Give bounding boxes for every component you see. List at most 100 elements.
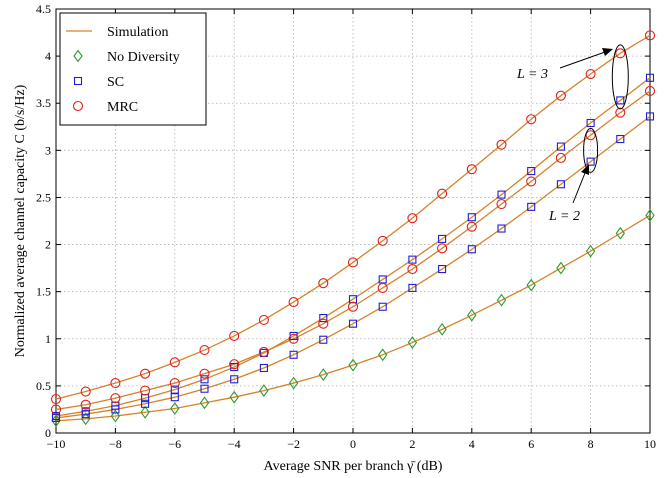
- legend-label: SC: [107, 75, 124, 90]
- circle-marker: [377, 235, 388, 246]
- x-tick-label: 4: [469, 437, 475, 451]
- square-marker: [586, 118, 595, 128]
- square-marker: [200, 375, 209, 384]
- series-3-markers: [50, 85, 656, 415]
- square-marker: [319, 335, 328, 344]
- circle-marker: [50, 394, 62, 405]
- square-marker: [645, 112, 655, 121]
- square-marker: [81, 407, 90, 416]
- y-tick-label: 4: [45, 49, 51, 63]
- circle-marker: [377, 282, 388, 293]
- square-marker: [527, 167, 536, 176]
- arrow-l2: [572, 172, 586, 204]
- circle-marker: [80, 386, 91, 397]
- circle-marker: [288, 296, 299, 308]
- diamond-marker: [585, 244, 596, 258]
- diamond-marker: [318, 368, 328, 382]
- annotation-l2: L = 2: [548, 209, 580, 224]
- circle-marker: [229, 330, 240, 342]
- square-marker: [616, 96, 625, 105]
- circle-marker: [347, 301, 359, 312]
- simulation-line: [55, 214, 651, 422]
- y-tick-label: 2.5: [36, 190, 51, 204]
- diamond-marker: [110, 409, 121, 423]
- square-marker: [259, 363, 268, 373]
- square-marker: [645, 73, 655, 82]
- square-marker: [556, 142, 565, 151]
- simulation-line: [55, 77, 651, 417]
- circle-marker: [288, 333, 299, 344]
- circle-marker: [526, 114, 537, 125]
- y-tick-label: 2: [45, 238, 51, 252]
- circle-marker: [555, 152, 566, 163]
- legend-diamond-symbol: [73, 49, 83, 63]
- circle-marker: [199, 368, 210, 379]
- diamond-marker: [615, 226, 625, 240]
- square-marker: [230, 375, 239, 384]
- simulation-lines: [55, 34, 651, 422]
- legend-items: Simulation No Diversity SC MRC: [66, 25, 180, 115]
- legend: Simulation No Diversity SC MRC: [59, 12, 207, 126]
- x-tick-label: 0: [350, 437, 356, 451]
- square-marker: [408, 283, 417, 292]
- legend-label: Simulation: [107, 25, 168, 40]
- y-tick-label: 1.5: [36, 285, 51, 299]
- circle-marker: [169, 378, 180, 389]
- circle-marker: [318, 318, 329, 329]
- square-marker: [408, 255, 417, 264]
- legend-circle-symbol: [72, 100, 84, 112]
- y-tick-label: 0.5: [36, 379, 51, 393]
- axis-ticks: −10 −8 −6 −4 −2 0 2 4 6 8 10 0 0.5 1 1.5 2 2.5 3 3.5 4 4.5: [36, 2, 656, 451]
- circle-marker: [140, 368, 151, 379]
- diamond-marker: [229, 390, 239, 404]
- circle-marker: [585, 130, 596, 141]
- x-tick-label: 2: [409, 437, 415, 451]
- x-axis-label: Average SNR per branch γ̄ (dB): [264, 459, 443, 474]
- square-marker: [586, 157, 595, 166]
- annotation-l3: L = 3: [516, 67, 548, 82]
- square-marker: [170, 385, 179, 394]
- circle-marker: [110, 393, 121, 404]
- simulation-line: [55, 115, 651, 419]
- diamond-marker: [259, 384, 269, 398]
- circle-marker: [585, 68, 596, 80]
- y-tick-label: 3.5: [36, 96, 51, 110]
- x-tick-label: −6: [168, 437, 181, 451]
- circle-marker: [50, 404, 62, 415]
- y-tick-label: 0: [45, 426, 51, 440]
- square-marker: [378, 302, 387, 311]
- y-axis-label: Normalized average channel capacity C (b…: [13, 84, 28, 357]
- circle-marker: [437, 243, 448, 254]
- circle-marker: [258, 346, 269, 358]
- circle-marker: [496, 139, 507, 150]
- simulation-line: [55, 90, 651, 411]
- legend-box: [59, 12, 207, 126]
- diamond-marker: [288, 376, 299, 390]
- x-tick-label: 6: [528, 437, 534, 451]
- square-marker: [497, 190, 506, 199]
- y-tick-label: 3: [45, 143, 51, 157]
- circle-marker: [347, 257, 359, 268]
- diamond-marker: [556, 261, 566, 275]
- arrowhead-l3: [602, 48, 613, 56]
- circle-marker: [526, 176, 537, 187]
- y-tick-label: 1: [45, 332, 51, 346]
- diamond-marker: [170, 402, 180, 415]
- circle-marker: [644, 85, 656, 97]
- legend-label: No Diversity: [107, 50, 180, 65]
- circle-marker: [318, 278, 329, 289]
- x-tick-label: −4: [228, 437, 241, 451]
- y-tick-label: 4.5: [36, 2, 51, 16]
- square-marker: [51, 411, 61, 421]
- circle-marker: [407, 213, 418, 224]
- x-tick-label: −2: [287, 437, 300, 451]
- circle-marker: [140, 385, 151, 396]
- diamond-marker: [378, 348, 388, 362]
- series-0-markers: [51, 208, 655, 428]
- diamond-marker: [645, 208, 655, 222]
- square-marker: [319, 313, 328, 323]
- circle-marker: [169, 357, 180, 368]
- diamond-marker: [51, 414, 61, 428]
- square-marker: [289, 350, 298, 359]
- annotations: L = 3 L = 2: [516, 44, 629, 224]
